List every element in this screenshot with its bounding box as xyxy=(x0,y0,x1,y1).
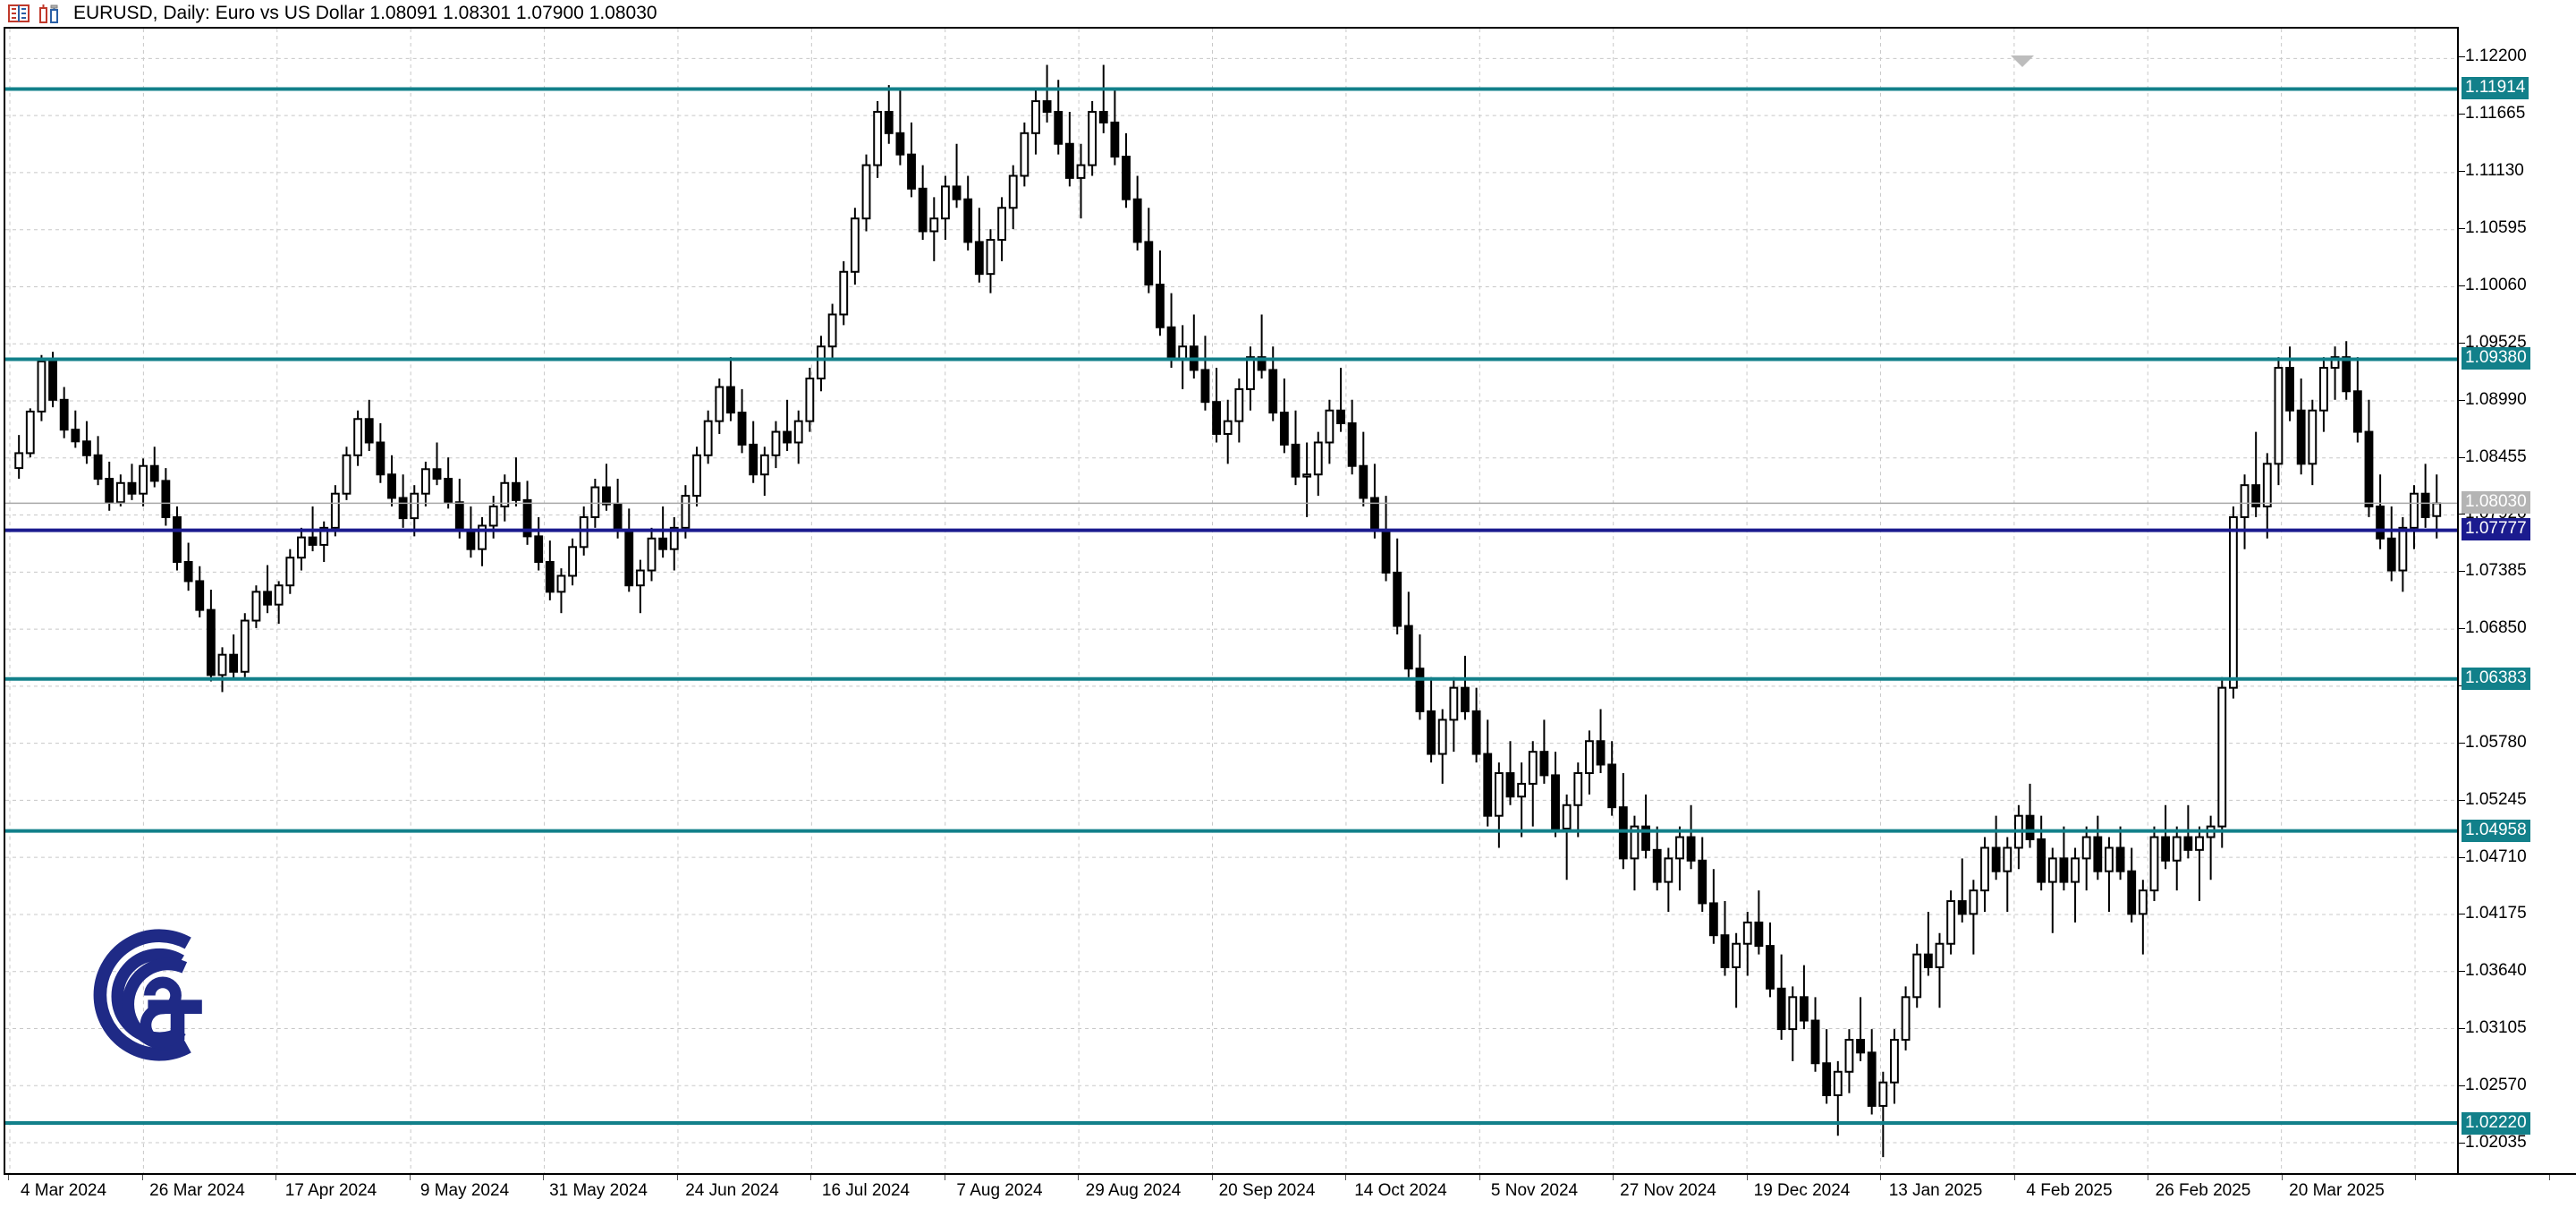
date-tick xyxy=(2548,1175,2550,1180)
price-tick-label: 1.10595 xyxy=(2465,218,2527,238)
date-tick xyxy=(1345,1175,1346,1180)
price-tick-label: 1.05780 xyxy=(2465,732,2527,752)
date-tick-label: 17 Apr 2024 xyxy=(284,1181,377,1200)
price-tick-label: 1.05245 xyxy=(2465,789,2527,809)
date-tick xyxy=(275,1175,276,1180)
price-tick xyxy=(2459,171,2465,173)
price-tick-label: 1.11130 xyxy=(2465,161,2524,181)
price-tick-label: 1.11665 xyxy=(2465,104,2526,123)
date-tick xyxy=(2415,1175,2416,1180)
date-tick-label: 5 Nov 2024 xyxy=(1490,1181,1579,1200)
date-tick xyxy=(409,1175,411,1180)
price-tick-label: 1.04710 xyxy=(2465,846,2527,866)
price-tick-label: 1.09525 xyxy=(2465,332,2527,352)
chart-top-marker-icon xyxy=(2011,55,2034,67)
price-level-tag[interactable]: 1.02220 xyxy=(2462,1111,2530,1135)
price-tick xyxy=(2459,1028,2465,1030)
horizontal-level-lines[interactable] xyxy=(5,29,2457,1173)
chart-title: EURUSD, Daily: Euro vs US Dollar 1.08091… xyxy=(73,3,657,23)
date-tick-label: 20 Sep 2024 xyxy=(1218,1181,1316,1200)
time-scale[interactable]: 4 Mar 2024 26 Mar 2024 17 Apr 2024 9 May 20… xyxy=(4,1173,2576,1208)
date-tick-label: 7 Aug 2024 xyxy=(956,1181,1043,1200)
price-tick-label: 1.08455 xyxy=(2465,447,2527,466)
price-tick-label: 1.03105 xyxy=(2465,1018,2527,1038)
price-tick xyxy=(2459,56,2465,58)
date-tick-label: 26 Feb 2025 xyxy=(2155,1181,2251,1200)
price-tick xyxy=(2459,514,2465,515)
price-level-tag[interactable]: 1.06383 xyxy=(2462,667,2530,690)
order-price-tag[interactable]: 1.07777 xyxy=(2462,518,2530,541)
price-tick-label: 1.02035 xyxy=(2465,1132,2527,1152)
date-tick-label: 24 Jun 2024 xyxy=(685,1181,779,1200)
date-tick xyxy=(1880,1175,1881,1180)
date-tick xyxy=(1613,1175,1614,1180)
date-tick xyxy=(141,1175,143,1180)
price-tick xyxy=(2459,971,2465,973)
price-tick-label: 1.03640 xyxy=(2465,961,2527,981)
chart-header: EURUSD, Daily: Euro vs US Dollar 1.08091… xyxy=(0,0,2576,27)
date-tick xyxy=(2013,1175,2015,1180)
price-level-tag[interactable]: 1.09380 xyxy=(2462,347,2530,370)
price-level-tag[interactable]: 1.04958 xyxy=(2462,820,2530,842)
price-tick xyxy=(2459,742,2465,744)
date-tick-label: 14 Oct 2024 xyxy=(1354,1181,1447,1200)
price-tick-label: 1.06850 xyxy=(2465,618,2527,638)
candlestick-chart-icon[interactable] xyxy=(38,4,61,23)
price-tick-label: 1.02570 xyxy=(2465,1076,2527,1095)
date-tick-label: 26 Mar 2024 xyxy=(149,1181,245,1200)
price-scale[interactable]: 1.12200 1.11665 1.11130 1.10595 1.10060 1.095… xyxy=(2457,27,2576,1173)
price-tick-label: 1.10060 xyxy=(2465,275,2527,294)
price-tick xyxy=(2459,571,2465,573)
date-tick-label: 31 May 2024 xyxy=(549,1181,648,1200)
price-tick xyxy=(2459,1142,2465,1144)
price-tick-label: 1.12200 xyxy=(2465,47,2527,66)
date-tick-label: 16 Jul 2024 xyxy=(821,1181,911,1200)
price-tick-label: 1.07385 xyxy=(2465,561,2527,581)
date-tick-label: 4 Mar 2024 xyxy=(20,1181,107,1200)
price-tick xyxy=(2459,285,2465,286)
bar-chart-icon[interactable] xyxy=(7,4,30,23)
date-tick-label: 19 Dec 2024 xyxy=(1753,1181,1851,1200)
price-tick xyxy=(2459,1085,2465,1087)
price-tick xyxy=(2459,799,2465,801)
date-tick xyxy=(543,1175,544,1180)
date-tick-label: 13 Jan 2025 xyxy=(1888,1181,1983,1200)
price-tick xyxy=(2459,228,2465,230)
date-tick xyxy=(2281,1175,2283,1180)
date-tick-label: 27 Nov 2024 xyxy=(1620,1181,1716,1200)
date-tick xyxy=(676,1175,678,1180)
candlestick-series xyxy=(14,64,2442,1158)
date-tick-label: 4 Feb 2025 xyxy=(2026,1181,2113,1200)
price-tick-label: 1.04175 xyxy=(2465,904,2527,923)
date-tick xyxy=(1479,1175,1480,1180)
date-tick xyxy=(1078,1175,1079,1180)
date-tick xyxy=(810,1175,811,1180)
price-tick-label: 1.08990 xyxy=(2465,389,2527,409)
date-tick xyxy=(1211,1175,1213,1180)
current-bid-tag[interactable]: 1.08030 xyxy=(2462,491,2530,515)
date-tick-label: 9 May 2024 xyxy=(419,1181,510,1200)
price-tick xyxy=(2459,399,2465,401)
price-tick xyxy=(2459,114,2465,115)
price-tick xyxy=(2459,856,2465,858)
price-tick xyxy=(2459,914,2465,915)
broker-logo-watermark xyxy=(93,929,202,1061)
date-tick xyxy=(8,1175,9,1180)
date-tick-label: 20 Mar 2025 xyxy=(2289,1181,2385,1200)
date-tick-label: 29 Aug 2024 xyxy=(1085,1181,1182,1200)
price-tick xyxy=(2459,342,2465,344)
chart-plot-area[interactable] xyxy=(4,27,2457,1173)
date-tick xyxy=(1746,1175,1748,1180)
price-tick xyxy=(2459,628,2465,630)
price-level-tag[interactable]: 1.11914 xyxy=(2462,76,2529,99)
price-tick xyxy=(2459,456,2465,458)
